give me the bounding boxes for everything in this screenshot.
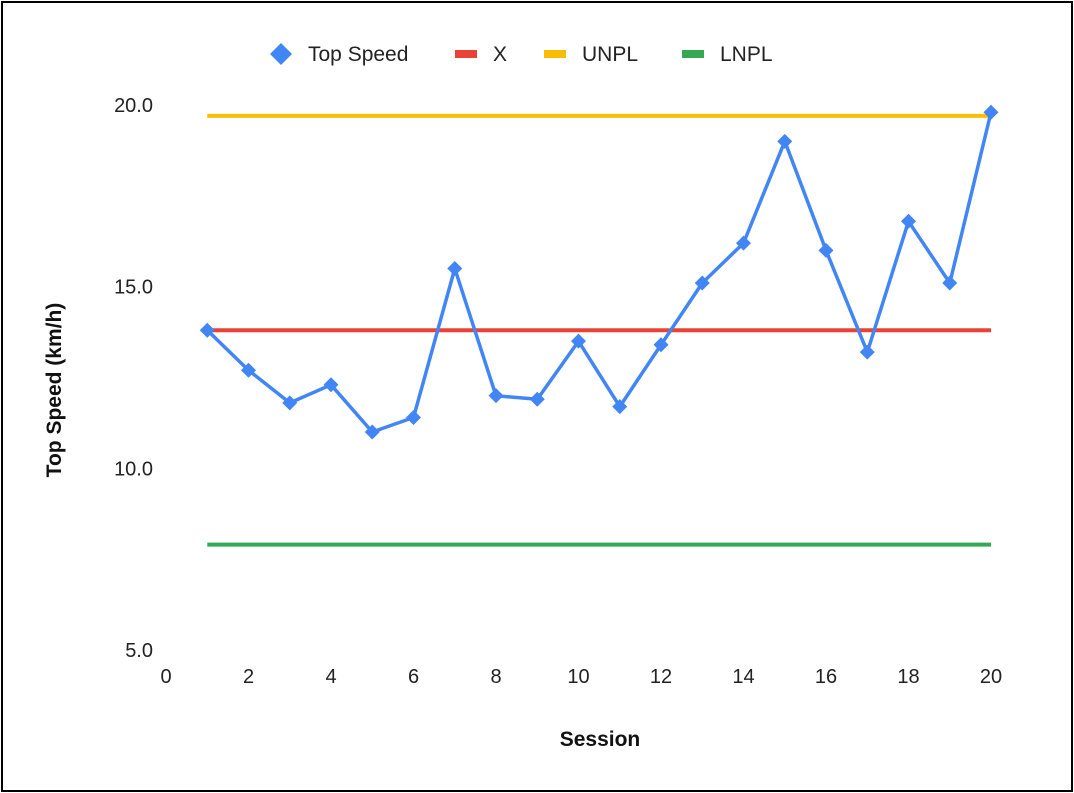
x-tick-label: 12 <box>650 666 672 688</box>
y-tick-label: 20.0 <box>114 95 153 117</box>
x-tick-label: 2 <box>243 666 254 688</box>
x-tick-label: 6 <box>408 666 419 688</box>
data-point <box>694 275 710 291</box>
x-axis-title: Session <box>560 728 641 751</box>
y-tick-label: 15.0 <box>114 277 153 299</box>
legend-label: Top Speed <box>308 43 408 66</box>
x-axis-ticks: 0 2 4 6 8 10 12 14 16 18 20 <box>160 666 1002 688</box>
y-axis-title: Top Speed (km/h) <box>43 303 66 478</box>
y-axis-ticks: 5.0 10.0 15.0 20.0 <box>114 95 153 662</box>
data-point <box>529 391 545 407</box>
data-point <box>818 242 834 258</box>
x-tick-label: 4 <box>325 666 336 688</box>
data-point <box>406 409 421 425</box>
legend-label: LNPL <box>720 43 773 66</box>
data-point <box>859 344 875 360</box>
x-tick-label: 10 <box>567 666 589 688</box>
data-point <box>323 377 339 393</box>
legend-swatch-line <box>544 50 566 58</box>
data-point <box>942 275 958 291</box>
data-point <box>736 235 751 251</box>
series-lines <box>206 111 993 547</box>
data-point <box>612 399 628 415</box>
data-point <box>983 104 999 120</box>
legend-label: UNPL <box>582 43 638 66</box>
y-tick-label: 5.0 <box>125 640 153 662</box>
data-point <box>571 333 586 349</box>
x-tick-label: 18 <box>897 666 919 688</box>
data-point <box>777 133 793 149</box>
legend-swatch-line <box>682 50 704 58</box>
data-point <box>364 424 380 440</box>
series-markers <box>199 104 999 440</box>
data-point <box>653 337 669 353</box>
data-point <box>901 213 916 229</box>
data-point <box>199 322 215 338</box>
data-point <box>282 395 298 411</box>
x-tick-label: 16 <box>815 666 837 688</box>
legend-label: X <box>493 43 507 66</box>
x-tick-label: 0 <box>160 666 171 688</box>
x-tick-label: 14 <box>732 666 754 688</box>
x-tick-label: 8 <box>490 666 501 688</box>
data-point <box>488 388 504 404</box>
x-tick-label: 20 <box>980 666 1002 688</box>
data-point <box>447 261 463 276</box>
y-tick-label: 10.0 <box>114 458 153 480</box>
top-speed-line <box>206 111 993 434</box>
legend-swatch-line <box>455 50 477 58</box>
legend: Top Speed X UNPL LNPL <box>270 43 773 66</box>
legend-swatch-diamond <box>270 43 292 65</box>
data-point <box>241 362 256 378</box>
